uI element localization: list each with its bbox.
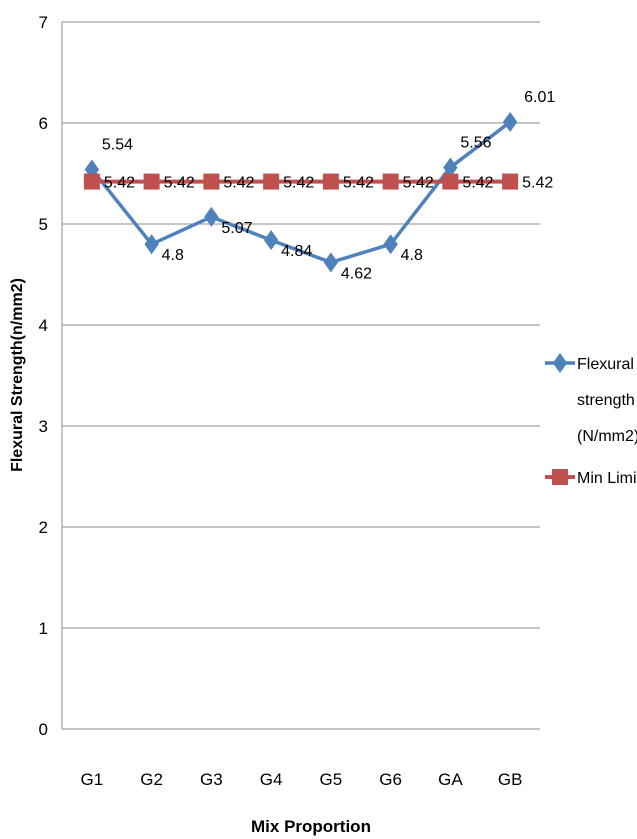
- x-tick-label: G3: [200, 770, 223, 789]
- y-tick-label: 4: [39, 316, 48, 335]
- data-labels: 5.54 4.8 5.07 4.84 4.62 4.8 5.56 6.01 5.42 5.42 5.…: [102, 89, 555, 282]
- data-point-marker: [383, 234, 398, 255]
- x-tick-label: G1: [81, 770, 104, 789]
- data-point-marker: [203, 173, 220, 190]
- data-label: 5.07: [221, 220, 252, 237]
- data-point-marker: [323, 252, 339, 273]
- data-label: 5.56: [460, 134, 491, 151]
- legend-item: Min Limit: [545, 469, 637, 487]
- data-point-marker: [443, 157, 458, 178]
- legend-item: Flexural strength (N/mm2): [545, 353, 637, 445]
- legend-label: strength: [577, 392, 635, 409]
- legend: Flexural strength (N/mm2) Min Limit: [545, 353, 637, 487]
- x-axis-title: Mix Proportion: [251, 817, 371, 836]
- data-label: 5.42: [403, 175, 434, 192]
- x-tick-label: G2: [140, 770, 163, 789]
- x-tick-label: G5: [320, 770, 343, 789]
- data-point-marker: [143, 173, 160, 190]
- y-tick-label: 3: [39, 417, 48, 436]
- legend-label: Flexural: [577, 356, 634, 373]
- data-label: 5.42: [223, 175, 254, 192]
- data-point-marker: [502, 111, 518, 132]
- data-label: 4.62: [341, 265, 372, 282]
- y-tick-label: 2: [39, 518, 48, 537]
- y-tick-label: 0: [39, 720, 48, 739]
- data-point-marker: [382, 173, 399, 190]
- data-label: 5.42: [462, 175, 493, 192]
- y-tick-label: 1: [39, 619, 48, 638]
- x-tick-label: GA: [438, 770, 463, 789]
- series-min-limit: [83, 173, 519, 190]
- data-label: 4.84: [281, 243, 312, 260]
- series-group: [83, 111, 519, 273]
- y-tick-label: 5: [39, 215, 48, 234]
- data-label: 5.42: [104, 175, 135, 192]
- data-label: 5.42: [164, 175, 195, 192]
- gridlines: [62, 21, 540, 730]
- data-label: 4.8: [162, 247, 184, 264]
- data-point-marker: [442, 173, 459, 190]
- x-tick-label: GB: [498, 770, 523, 789]
- data-label: 5.42: [283, 175, 314, 192]
- legend-label: Min Limit: [577, 470, 637, 487]
- data-label: 6.01: [524, 89, 555, 106]
- x-tick-label: G6: [379, 770, 402, 789]
- y-tick-label: 6: [39, 114, 48, 133]
- data-label: 5.42: [522, 175, 553, 192]
- y-axis-title: Flexural Strength(n/mm2): [9, 278, 26, 472]
- legend-marker: [552, 469, 568, 485]
- data-point-marker: [144, 234, 159, 255]
- x-tick-label: G4: [260, 770, 283, 789]
- data-point-marker: [204, 206, 219, 227]
- data-label: 5.42: [343, 175, 374, 192]
- data-point-marker: [322, 173, 339, 190]
- axes: 0 1 2 3 4 5 6 7 G1 G2 G3 G4 G5 G6 GA GB: [39, 13, 523, 789]
- data-label: 5.54: [102, 136, 133, 153]
- data-point-marker: [263, 230, 279, 251]
- data-point-marker: [502, 173, 519, 190]
- data-point-marker: [83, 173, 100, 190]
- data-label: 4.8: [401, 247, 423, 264]
- data-point-marker: [263, 173, 280, 190]
- y-tick-label: 7: [39, 13, 48, 32]
- legend-label: (N/mm2): [577, 428, 637, 445]
- legend-marker: [552, 353, 568, 373]
